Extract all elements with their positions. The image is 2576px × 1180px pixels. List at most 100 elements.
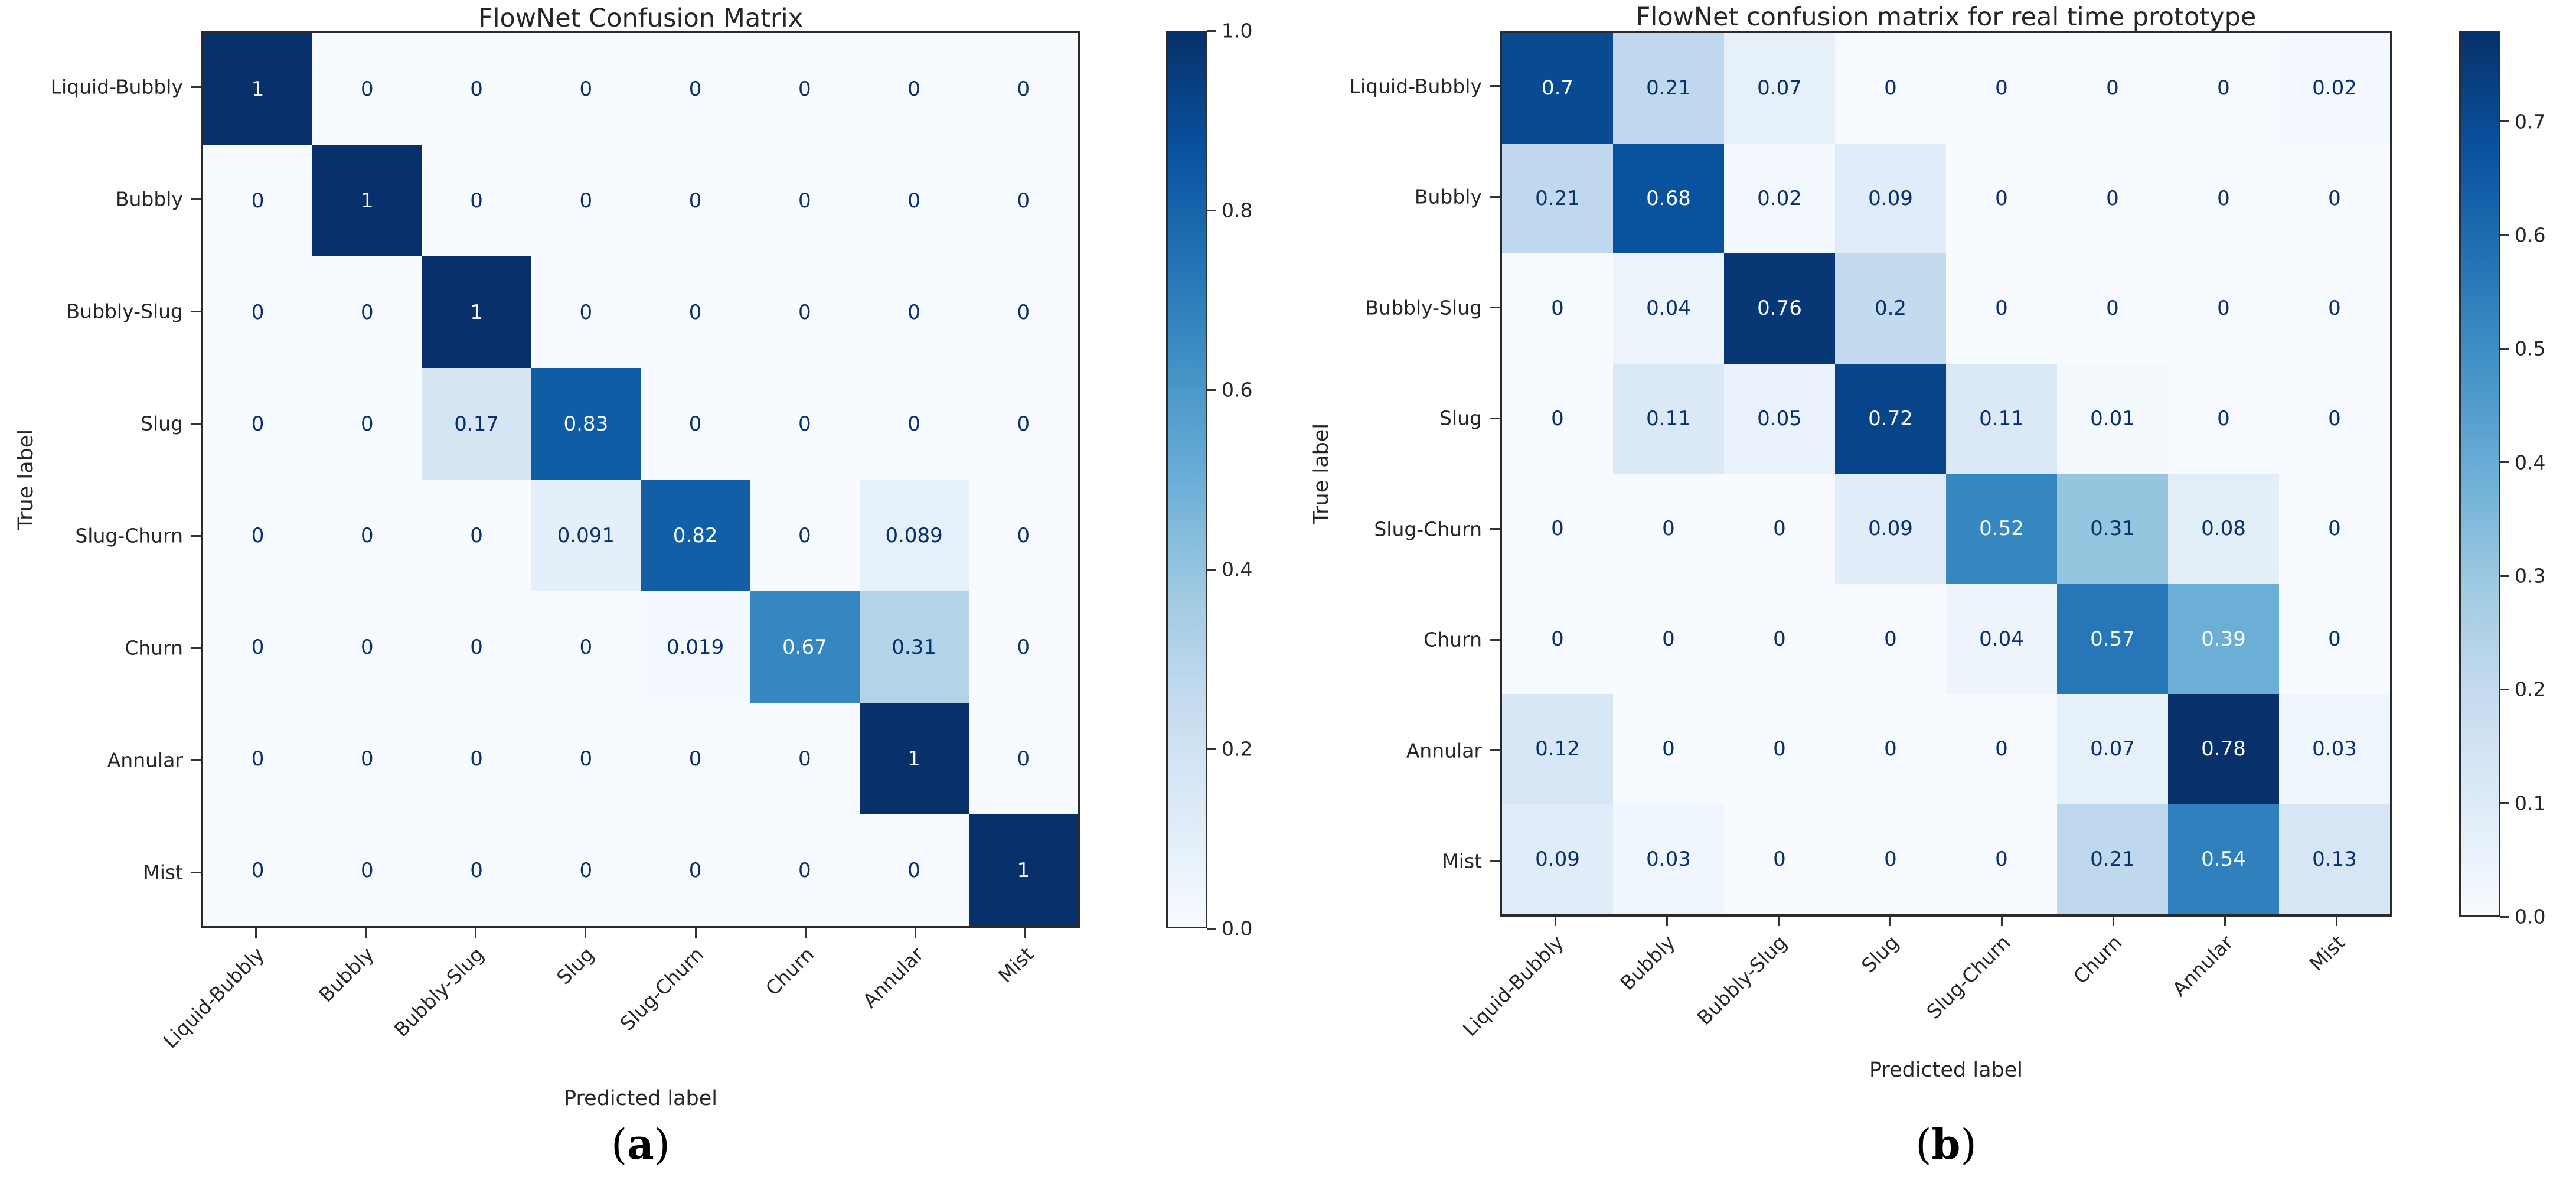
- colorbar-tick-label: 0.2: [1222, 737, 1253, 761]
- matrix-cell-value: 0: [1017, 188, 1030, 213]
- matrix-cell: 0: [203, 145, 313, 256]
- matrix-cell-value: 0.68: [1646, 186, 1691, 210]
- colorbar-tick-label: 0.1: [2515, 791, 2546, 815]
- matrix-cell: 0: [203, 368, 313, 480]
- matrix-cell-value: 1: [251, 77, 265, 101]
- matrix-cell-value: 0: [907, 858, 920, 882]
- x-tick-mark: [1889, 917, 1891, 926]
- colorbar-tick-mark: [1207, 30, 1216, 32]
- matrix-cell-value: 0: [907, 77, 920, 101]
- matrix-cell-value: 0: [1995, 76, 2008, 100]
- colorbar-tick-label: 0.6: [2515, 223, 2546, 247]
- matrix-cell: 0.11: [1613, 363, 1724, 474]
- matrix-cell: 0: [531, 703, 641, 814]
- matrix-cell: 0: [750, 256, 860, 368]
- matrix-cell: 0: [641, 368, 750, 480]
- x-axis-label: Predicted label: [563, 1087, 718, 1110]
- matrix-cell: 0.05: [1724, 363, 1835, 474]
- matrix-cell: 0: [2057, 143, 2168, 253]
- y-tick-label: Liquid-Bubbly: [50, 75, 183, 99]
- matrix-cell-value: 0.83: [563, 412, 609, 436]
- y-tick-label: Mist: [1442, 849, 1482, 873]
- matrix-cell-value: 0: [907, 300, 920, 324]
- matrix-cell-value: 0: [2217, 76, 2230, 100]
- matrix-cell: 0: [750, 33, 860, 145]
- matrix-cell-value: 0.03: [1646, 847, 1691, 871]
- matrix-cell-value: 0: [1017, 412, 1030, 436]
- matrix-cell: 0: [2279, 584, 2390, 694]
- x-tick-label: Liquid-Bubbly: [1458, 931, 1569, 1041]
- matrix-cell: 0: [968, 591, 1078, 703]
- matrix-cell-value: 0.78: [2201, 737, 2246, 761]
- matrix-cell-value: 0.02: [1757, 186, 1802, 210]
- matrix-cell-value: 0.07: [1757, 76, 1802, 100]
- matrix-cell-value: 0.05: [1757, 406, 1802, 431]
- colorbar-tick-mark: [2500, 802, 2509, 804]
- matrix-cell-value: 0: [1995, 296, 2008, 321]
- matrix-cell-value: 0: [361, 858, 374, 882]
- matrix-cell: 0.07: [1724, 33, 1835, 144]
- y-tick-label: Churn: [1424, 628, 1482, 651]
- matrix-cell-value: 0: [361, 412, 374, 436]
- x-tick-mark: [254, 928, 257, 938]
- matrix-cell-value: 0: [798, 523, 811, 547]
- matrix-cell-value: 0.091: [557, 523, 615, 547]
- matrix-cell: 0: [750, 145, 860, 256]
- matrix-cell: 0.78: [2168, 694, 2279, 804]
- matrix-cell-value: 0: [361, 300, 374, 324]
- matrix-cell-value: 0: [251, 635, 265, 659]
- matrix-cell: 1: [312, 145, 422, 256]
- y-tick-mark: [1490, 85, 1500, 87]
- matrix-cell-value: 0: [798, 412, 811, 436]
- y-tick-mark: [191, 86, 201, 88]
- heatmap-grid: 1 0 0 0 0 0 0 0 0 1 0 0 0 0 0 0 0 0 1 0 0 0 0 0 0 0 0.17 0.83 0 0 0 0 0 0…: [201, 31, 1080, 928]
- matrix-cell: 0.12: [1502, 694, 1613, 804]
- matrix-cell-value: 0: [688, 188, 702, 213]
- matrix-cell: 0.57: [2057, 584, 2168, 694]
- x-tick-mark: [694, 928, 697, 938]
- y-tick-label: Churn: [125, 636, 183, 660]
- matrix-cell-value: 0: [361, 523, 374, 547]
- matrix-cell-value: 0.67: [782, 635, 827, 659]
- matrix-cell: 0: [1613, 474, 1724, 584]
- matrix-cell: 0.02: [1724, 143, 1835, 253]
- matrix-cell: 0: [422, 480, 531, 591]
- y-tick-mark: [191, 534, 201, 537]
- subfigure-caption-a: (a): [611, 1120, 670, 1169]
- colorbar-tick-mark: [1207, 389, 1216, 391]
- matrix-cell: 0: [750, 814, 860, 926]
- matrix-cell: 0: [1502, 363, 1613, 474]
- colorbar-tick-mark: [2500, 688, 2509, 690]
- matrix-cell: 0.03: [2279, 694, 2390, 804]
- matrix-cell-value: 0: [1884, 627, 1897, 651]
- matrix-cell: 0: [1946, 804, 2057, 914]
- matrix-cell-value: 0: [1017, 523, 1030, 547]
- colorbar-tick-label: 0.2: [2515, 677, 2546, 701]
- matrix-cell: 0: [1835, 804, 1946, 914]
- matrix-cell-value: 0: [1884, 76, 1897, 100]
- x-tick-mark: [915, 928, 917, 938]
- matrix-cell-value: 0: [2217, 186, 2230, 210]
- x-tick-mark: [364, 928, 367, 938]
- colorbar-tick-mark: [1207, 748, 1216, 750]
- matrix-cell: 0: [531, 591, 641, 703]
- matrix-cell: 0: [1835, 584, 1946, 694]
- matrix-cell-value: 0: [1017, 77, 1030, 101]
- matrix-cell-value: 0: [1884, 737, 1897, 761]
- y-tick-label: Bubbly: [1414, 185, 1482, 208]
- matrix-cell: 0.31: [2057, 474, 2168, 584]
- matrix-cell-value: 0: [251, 300, 265, 324]
- x-tick-mark: [2113, 917, 2114, 926]
- y-tick-mark: [1490, 749, 1500, 752]
- matrix-cell-value: 0.089: [885, 523, 943, 547]
- matrix-cell: 0: [859, 33, 969, 145]
- caption-letter: b: [1931, 1120, 1961, 1169]
- matrix-cell: 0: [968, 145, 1078, 256]
- matrix-cell-value: 0.2: [1874, 296, 1907, 321]
- matrix-cell: 0: [312, 480, 422, 591]
- matrix-cell: 0: [1502, 584, 1613, 694]
- colorbar-tick-mark: [1207, 209, 1216, 211]
- matrix-cell: 0.76: [1724, 253, 1835, 364]
- colorbar-tick-mark: [2500, 461, 2509, 464]
